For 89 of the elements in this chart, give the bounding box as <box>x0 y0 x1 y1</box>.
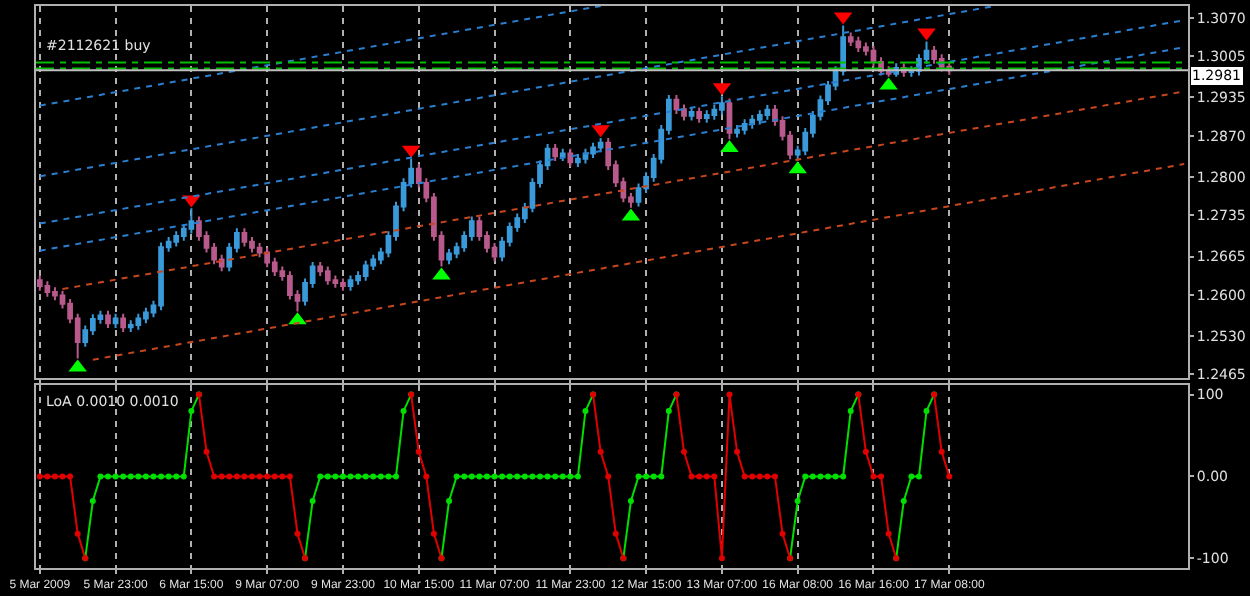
point <box>726 391 733 398</box>
point <box>711 473 718 480</box>
point <box>612 530 619 537</box>
point <box>241 473 248 480</box>
point <box>279 473 286 480</box>
candlestick <box>764 104 771 121</box>
candlestick <box>143 306 149 325</box>
candlestick <box>756 109 763 126</box>
point <box>59 473 66 480</box>
point <box>264 473 271 480</box>
point <box>423 473 430 480</box>
candlestick <box>703 109 710 124</box>
candlestick <box>734 124 740 139</box>
point <box>44 473 51 480</box>
candlestick <box>340 277 346 292</box>
candlestick <box>590 141 596 160</box>
candlestick <box>855 35 862 53</box>
candlestick <box>324 265 331 286</box>
candlestick <box>52 286 58 302</box>
point <box>862 448 869 455</box>
candlestick <box>105 309 111 329</box>
point <box>249 473 255 480</box>
point <box>226 473 233 480</box>
candlestick <box>681 103 687 122</box>
point <box>779 530 786 537</box>
point <box>734 448 741 455</box>
candlestick <box>597 137 604 154</box>
point <box>286 473 293 480</box>
point <box>688 473 695 480</box>
candlestick <box>112 312 119 329</box>
candlestick <box>362 259 369 282</box>
point <box>605 473 612 480</box>
candlestick <box>120 312 127 334</box>
point <box>771 473 778 480</box>
candlestick <box>552 142 559 163</box>
point <box>749 473 756 480</box>
candlestick <box>256 242 263 259</box>
point <box>430 530 437 537</box>
candlestick <box>127 319 134 334</box>
point <box>741 473 748 480</box>
candlestick <box>673 94 680 115</box>
point <box>36 473 43 480</box>
candlestick <box>188 207 195 235</box>
candlestick <box>696 106 703 124</box>
candlestick <box>711 104 718 121</box>
candlestick <box>249 236 255 254</box>
candlestick <box>36 274 43 292</box>
point <box>415 448 422 455</box>
candlestick <box>271 256 278 278</box>
candlestick <box>749 114 756 130</box>
candlestick <box>158 241 164 312</box>
candlestick <box>317 260 324 278</box>
point <box>938 448 945 455</box>
candlestick <box>332 274 339 289</box>
point <box>878 473 885 480</box>
candlestick <box>719 95 725 116</box>
point <box>74 530 81 537</box>
point <box>597 448 604 455</box>
point <box>885 530 892 537</box>
candlestick <box>847 31 854 48</box>
candlestick <box>446 247 452 266</box>
point <box>703 473 710 480</box>
point <box>51 473 58 480</box>
candlestick <box>688 106 695 122</box>
point <box>870 473 877 480</box>
candlestick <box>931 45 937 65</box>
point <box>233 473 240 480</box>
point <box>946 473 953 480</box>
point <box>294 530 301 537</box>
candlestick <box>741 118 748 136</box>
point <box>756 473 763 480</box>
point <box>271 473 278 480</box>
point <box>256 473 263 480</box>
point <box>718 555 725 562</box>
candlestick <box>575 152 581 168</box>
candlestick <box>173 230 180 248</box>
candlestick <box>559 147 566 163</box>
candlestick <box>44 280 51 298</box>
point <box>203 448 210 455</box>
candlestick <box>347 274 354 292</box>
point <box>764 473 771 480</box>
point <box>67 473 74 480</box>
point <box>696 473 703 480</box>
candlestick <box>135 312 142 331</box>
candlestick <box>567 147 574 168</box>
candlestick <box>241 227 248 248</box>
point <box>211 473 218 480</box>
point <box>681 448 687 455</box>
point <box>218 473 225 480</box>
